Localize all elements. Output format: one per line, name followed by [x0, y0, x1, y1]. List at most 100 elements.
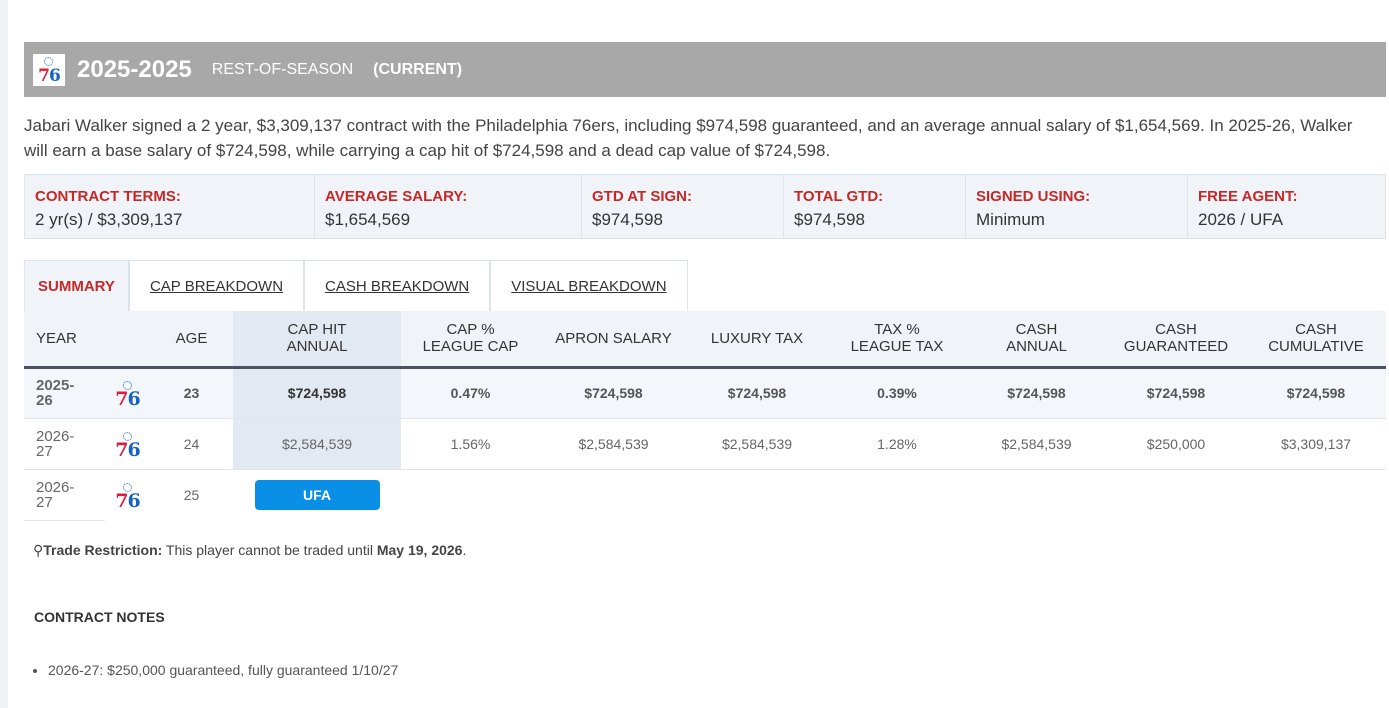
header-cap-league-cap: CAP % LEAGUE CAP — [401, 311, 540, 369]
season-type: REST-OF-SEASON — [211, 60, 354, 78]
term-label: GTD AT SIGN: — [592, 188, 692, 205]
breakdown-tabs: SUMMARY CAP BREAKDOWN CASH BREAKDOWN VIS… — [24, 260, 1386, 311]
header-apron-salary: APRON SALARY — [540, 311, 687, 369]
lux-value: $724,598 — [727, 385, 787, 401]
term-label: AVERAGE SALARY: — [325, 188, 468, 205]
header-text: TAX % — [874, 321, 920, 339]
cap_hit-value: $2,584,539 — [281, 435, 353, 452]
contract-note: 2026-27: $250,000 guaranteed, fully guar… — [48, 662, 1386, 678]
trade-label: Trade Restriction: — [43, 541, 163, 558]
location-lock-icon: ⚲ — [33, 541, 44, 558]
header-text: YEAR — [36, 329, 77, 347]
term-contract: CONTRACT TERMS: 2 yr(s) / $3,309,137 — [25, 175, 315, 238]
ufa-badge: UFA — [254, 479, 380, 510]
header-age: AGE — [150, 311, 233, 369]
header-logo — [105, 311, 150, 369]
term-value: Minimum — [976, 210, 1045, 229]
contract-notes-list: 2026-27: $250,000 guaranteed, fully guar… — [24, 662, 1386, 678]
cash_annual-value: $2,584,539 — [1001, 435, 1072, 452]
term-label: CONTRACT TERMS: — [35, 188, 181, 205]
term-gtd-sign: GTD AT SIGN: $974,598 — [582, 175, 784, 238]
cap_pct-value: 0.47% — [450, 385, 491, 401]
term-signed-using: SIGNED USING: Minimum — [966, 175, 1188, 238]
term-label: FREE AGENT: — [1198, 188, 1298, 205]
header-cash-annual: CASH ANNUAL — [967, 311, 1106, 369]
cash_gtd-cell: $724,598 — [1106, 367, 1246, 419]
empty-cell — [1246, 469, 1386, 520]
tax_pct-cell: 0.39% — [827, 367, 967, 419]
empty-cell — [687, 469, 827, 520]
header-text: CAP HIT — [287, 321, 347, 339]
age-cell: 24 — [150, 418, 233, 470]
cash_annual-cell: $724,598 — [967, 367, 1106, 419]
year-text: 2025- — [36, 377, 75, 394]
tax_pct-cell: 1.28% — [827, 418, 967, 470]
contract-notes-title: CONTRACT NOTES — [34, 608, 165, 625]
trade-end: . — [462, 541, 467, 558]
tab-visual-breakdown[interactable]: VISUAL BREAKDOWN — [490, 260, 688, 311]
table-row: 2025- 26 76 23 $724,598 0.47% $724,598 $724,598… — [24, 367, 1386, 419]
term-value: 2 yr(s) / $3,309,137 — [35, 210, 183, 229]
year-text: 26 — [36, 392, 53, 409]
team-logo-icon: 76 — [115, 429, 141, 459]
header-text: LEAGUE CAP — [422, 338, 519, 356]
tab-cash-breakdown[interactable]: CASH BREAKDOWN — [304, 260, 491, 311]
tax_pct-value: 0.39% — [877, 385, 917, 401]
cap_pct-cell: 1.56% — [401, 418, 540, 470]
term-average: AVERAGE SALARY: $1,654,569 — [315, 175, 582, 238]
trade-restriction: ⚲Trade Restriction: This player cannot b… — [24, 542, 1386, 559]
contract-terms: CONTRACT TERMS: 2 yr(s) / $3,309,137 AVER… — [24, 174, 1386, 239]
year-cell: 2026- 27 — [24, 469, 105, 521]
cash_cum-cell: $3,309,137 — [1246, 418, 1386, 470]
empty-cell — [1106, 469, 1246, 520]
header-text: GUARANTEED — [1123, 338, 1229, 356]
cash_annual-cell: $2,584,539 — [967, 418, 1106, 470]
trade-text: This player cannot be traded until — [162, 541, 377, 558]
age-value: 23 — [183, 385, 200, 401]
cash_gtd-value: $724,598 — [1146, 385, 1206, 401]
age-cell: 23 — [150, 367, 233, 419]
year-cell: 2026- 27 — [24, 418, 105, 470]
season-status: (CURRENT) — [373, 60, 463, 78]
tab-cap-breakdown[interactable]: CAP BREAKDOWN — [128, 260, 305, 311]
contract-table: YEAR AGE CAP HIT ANNUAL CAP % LEAGUE CAP APRON… — [24, 311, 1386, 521]
cash_cum-value: $3,309,137 — [1280, 435, 1352, 452]
empty-cell — [401, 469, 540, 520]
year-text: 2026- — [36, 427, 75, 445]
header-year: YEAR — [24, 311, 105, 369]
term-value: $974,598 — [794, 210, 865, 229]
term-value: 2026 / UFA — [1198, 210, 1284, 229]
header-cash-cumulative: CASH CUMULATIVE — [1246, 311, 1386, 369]
age-value: 25 — [183, 486, 200, 503]
trade-date: May 19, 2026 — [376, 541, 463, 558]
apron-cell: $724,598 — [540, 367, 687, 419]
tab-summary[interactable]: SUMMARY — [24, 260, 129, 311]
header-text: LEAGUE TAX — [850, 338, 944, 356]
term-total-gtd: TOTAL GTD: $974,598 — [784, 175, 966, 238]
lux-cell: $724,598 — [687, 367, 827, 419]
term-label: TOTAL GTD: — [794, 188, 884, 205]
header-luxury-tax: LUXURY TAX — [687, 311, 827, 369]
contract-panel: 76 2025-2025 REST-OF-SEASON (CURRENT) Ja… — [24, 42, 1386, 678]
age-value: 24 — [183, 435, 200, 452]
term-value: $974,598 — [592, 210, 663, 229]
header-text: CASH — [1015, 321, 1058, 339]
team-logo-cell: 76 — [105, 469, 150, 520]
cash_annual-value: $724,598 — [1007, 385, 1066, 401]
header-text: CUMULATIVE — [1268, 338, 1364, 356]
header-text: AGE — [175, 329, 208, 347]
team-logo: 76 — [33, 53, 65, 86]
year-text: 27 — [36, 493, 53, 511]
team-logo-icon: 76 — [115, 378, 141, 409]
season-years: 2025-2025 — [77, 55, 192, 83]
season-banner: 76 2025-2025 REST-OF-SEASON (CURRENT) — [24, 42, 1386, 97]
header-text: ANNUAL — [1006, 338, 1067, 356]
team-logo-icon: 76 — [115, 480, 141, 510]
term-free-agent: FREE AGENT: 2026 / UFA — [1188, 175, 1385, 238]
lux-value: $2,584,539 — [721, 435, 793, 452]
cash_gtd-cell: $250,000 — [1106, 418, 1246, 470]
apron-value: $724,598 — [584, 385, 643, 401]
cap-hit-cell: $2,584,539 — [233, 418, 401, 470]
cash_cum-value: $724,598 — [1286, 385, 1346, 401]
empty-cell — [967, 469, 1106, 520]
